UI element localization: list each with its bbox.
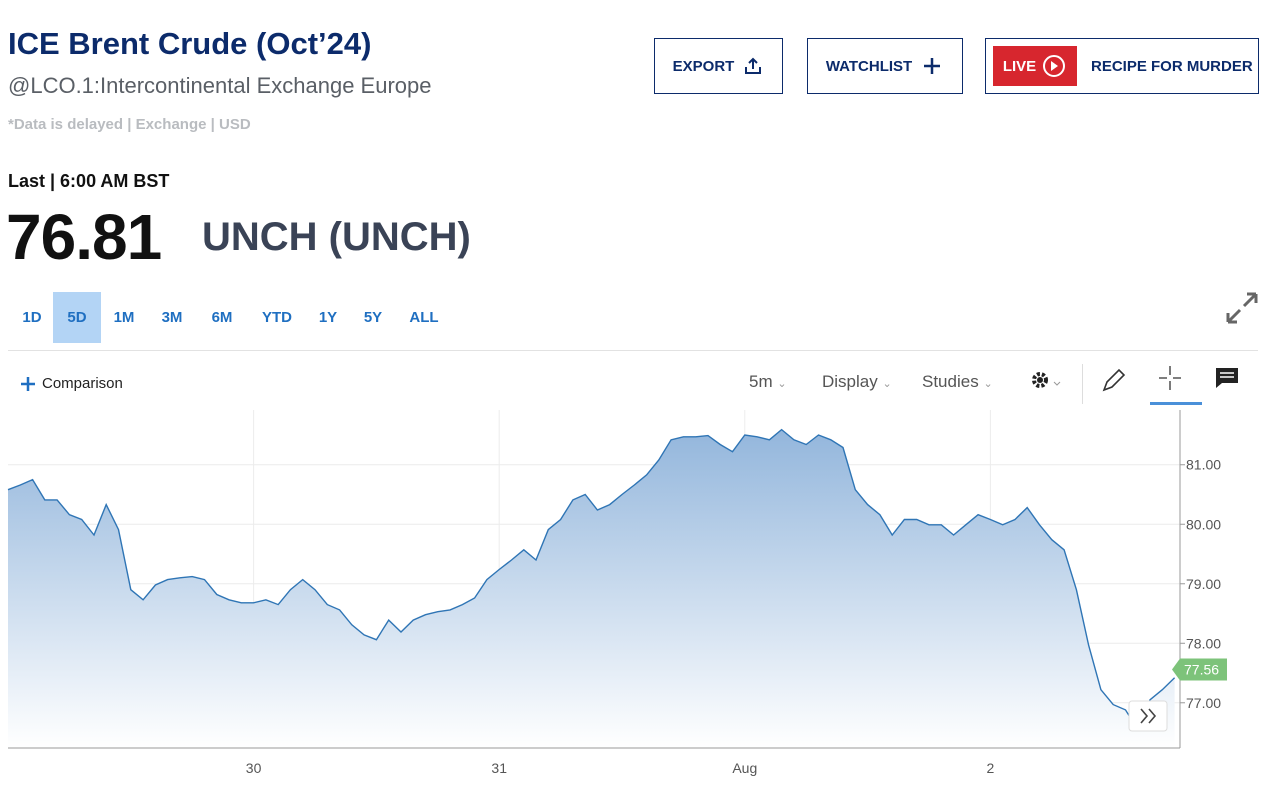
note: *Data is delayed | Exchange | USD [8, 116, 251, 133]
chart: 77.00 78.00 79.00 80.00 81.00 30 31 Aug 2 77.56 [7, 410, 1227, 776]
separator [8, 350, 1258, 351]
live-badge-text: LIVE [1002, 57, 1037, 75]
interval-menu[interactable]: 5m ⌄ [749, 372, 787, 391]
live-label: RECIPE FOR MURDER [1091, 57, 1253, 75]
range-tab[interactable]: ALL [409, 309, 439, 326]
range-tab[interactable]: 1Y [318, 309, 338, 326]
range-tab[interactable]: 5D [53, 292, 101, 343]
price: 76.81 [6, 201, 162, 273]
x-tick-label: Aug [732, 760, 757, 776]
studies-label: Studies [922, 372, 979, 391]
last-value-label: 77.56 [1184, 661, 1219, 677]
toolbar-divider [1082, 364, 1083, 404]
range-tab[interactable]: 6M [211, 309, 233, 326]
last-value-tag [1172, 658, 1227, 681]
watchlist-button[interactable]: WATCHLIST [807, 38, 963, 94]
scroll-icon [1140, 708, 1157, 724]
title: ICE Brent Crude (Oct’24) [8, 26, 372, 61]
comparison-label: Comparison [42, 375, 123, 392]
export-icon [745, 57, 762, 74]
live-badge: LIVE [993, 46, 1077, 86]
range-tab[interactable]: 5Y [363, 309, 383, 326]
subtitle: @LCO.1:Intercontinental Exchange Europe [8, 73, 432, 98]
draw-icon[interactable] [1100, 366, 1128, 394]
quote-time: Last | 6:00 AM BST [8, 171, 170, 191]
expand-icon[interactable] [1222, 290, 1262, 326]
range-tab[interactable]: 1D [22, 309, 42, 326]
y-tick-label: 81.00 [1186, 457, 1221, 473]
change: UNCH (UNCH) [202, 215, 471, 259]
display-label: Display [822, 372, 878, 391]
plus-icon [21, 376, 35, 391]
y-tick-label: 80.00 [1186, 516, 1221, 532]
export-label: EXPORT [672, 57, 735, 75]
range-tab[interactable]: YTD [262, 309, 292, 326]
settings-icon[interactable] [1028, 368, 1068, 396]
plus-icon [924, 58, 941, 74]
x-tick-label: 2 [987, 760, 995, 776]
play-icon [1043, 55, 1066, 77]
comment-icon[interactable] [1214, 366, 1240, 390]
x-tick-label: 30 [246, 760, 262, 776]
studies-menu[interactable]: Studies ⌄ [922, 372, 993, 391]
line [7, 428, 1176, 732]
crosshair-icon[interactable] [1150, 364, 1202, 406]
watchlist-label: WATCHLIST [825, 57, 913, 75]
range-tab[interactable]: 1M [113, 309, 135, 326]
interval-label: 5m [749, 372, 773, 391]
y-tick-label: 78.00 [1186, 635, 1221, 651]
x-tick-label: 31 [491, 760, 507, 776]
area [8, 429, 1175, 748]
y-tick-label: 79.00 [1186, 576, 1221, 592]
export-button[interactable]: EXPORT [654, 38, 783, 94]
y-tick-label: 77.00 [1186, 695, 1221, 711]
range-tab[interactable]: 3M [161, 309, 183, 326]
comparison-button[interactable]: Comparison [20, 375, 123, 392]
display-menu[interactable]: Display ⌄ [822, 372, 892, 391]
live-button[interactable]: LIVE RECIPE FOR MURDER [985, 38, 1259, 94]
